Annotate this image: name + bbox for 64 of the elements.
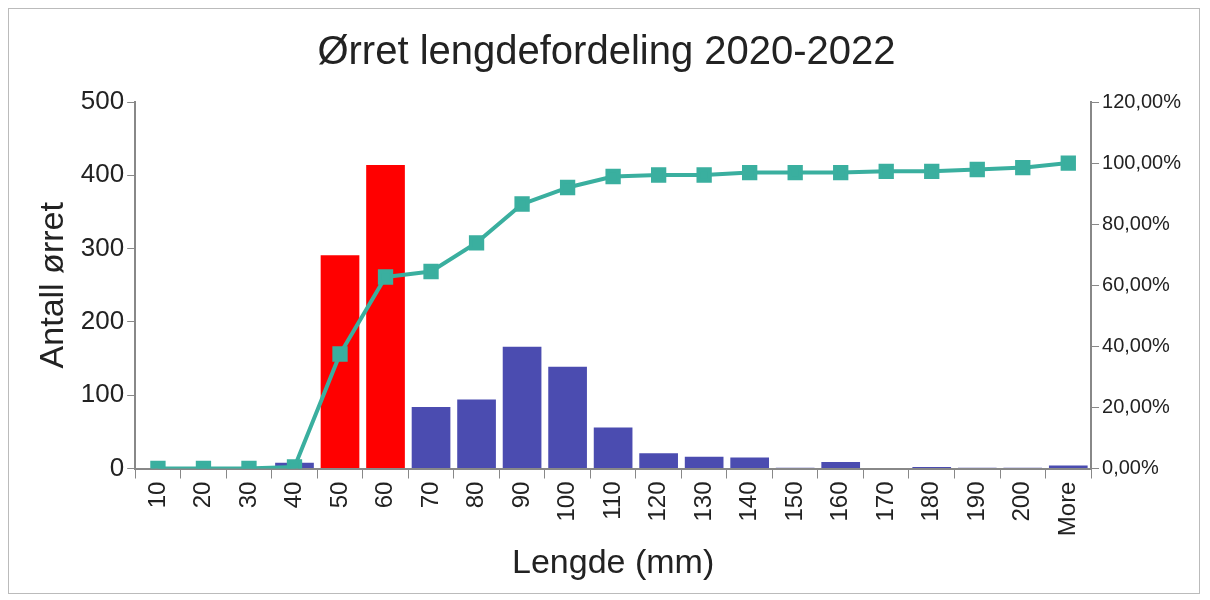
point: [878, 163, 894, 179]
x-tick-label: 60: [370, 481, 398, 509]
point: [559, 179, 576, 196]
y-tick-label: 0: [109, 451, 125, 482]
x-tick-label: 90: [506, 481, 534, 509]
x-tick-label: 170: [870, 481, 898, 522]
x-tick-label: 160: [825, 481, 853, 522]
x-tick-label: 180: [916, 481, 944, 522]
point: [742, 164, 758, 181]
chart-title: Ørret lengdefordeling 2020-2022: [317, 28, 896, 73]
y-tick-label: 300: [80, 231, 125, 262]
bar: [593, 427, 633, 469]
point: [514, 196, 530, 212]
y2-tick-label: 20,00%: [1102, 394, 1171, 417]
y-tick-label: 100: [80, 378, 125, 409]
point: [833, 164, 849, 181]
bar: [411, 406, 451, 469]
x-tick-label: 70: [415, 481, 443, 509]
bar: [320, 255, 360, 469]
x-tick-label: 190: [961, 481, 989, 522]
point: [1015, 160, 1031, 176]
y2-tick-label: 0,00%: [1102, 456, 1159, 479]
x-tick-label: 80: [461, 481, 489, 509]
y2-tick-label: 80,00%: [1102, 211, 1171, 234]
bar: [639, 453, 678, 469]
bar: [730, 457, 770, 469]
point: [1060, 155, 1076, 171]
point: [650, 167, 667, 183]
x-tick-label: 140: [734, 481, 762, 522]
x-tick-label: More: [1052, 481, 1080, 537]
bar: [366, 165, 405, 469]
y-tick-label: 200: [80, 305, 125, 336]
point: [377, 269, 394, 285]
bar: [548, 366, 587, 469]
x-tick-label: 30: [233, 481, 261, 509]
y2-tick-label: 120,00%: [1102, 89, 1182, 112]
x-tick-label: 150: [779, 481, 807, 522]
x-tick-label: 50: [324, 481, 352, 509]
y-axis-title: Antall ørret: [31, 201, 70, 369]
y2-tick-label: 60,00%: [1102, 272, 1171, 295]
point: [468, 235, 485, 251]
point: [423, 263, 439, 280]
y2-tick-label: 100,00%: [1102, 150, 1182, 173]
x-tick-label: 100: [552, 481, 580, 522]
x-tick-label: 20: [188, 481, 216, 509]
x-axis-title: Lengde (mm): [512, 541, 715, 580]
point: [969, 161, 985, 178]
y2-tick-label: 40,00%: [1102, 333, 1171, 356]
point: [605, 168, 621, 185]
y-tick-label: 500: [80, 85, 125, 116]
x-tick-label: 110: [597, 481, 625, 520]
x-tick-label: 40: [279, 481, 307, 509]
bar: [457, 399, 496, 469]
x-tick-label: 200: [1007, 481, 1035, 522]
x-tick-label: 10: [142, 481, 170, 509]
x-tick-label: 120: [643, 481, 671, 522]
point: [924, 163, 940, 179]
x-tick-label: 130: [688, 481, 716, 522]
bar: [684, 456, 724, 469]
y-tick-label: 400: [80, 158, 125, 189]
bar: [821, 461, 861, 469]
point: [696, 167, 712, 183]
point: [787, 164, 803, 181]
bar: [502, 346, 542, 469]
